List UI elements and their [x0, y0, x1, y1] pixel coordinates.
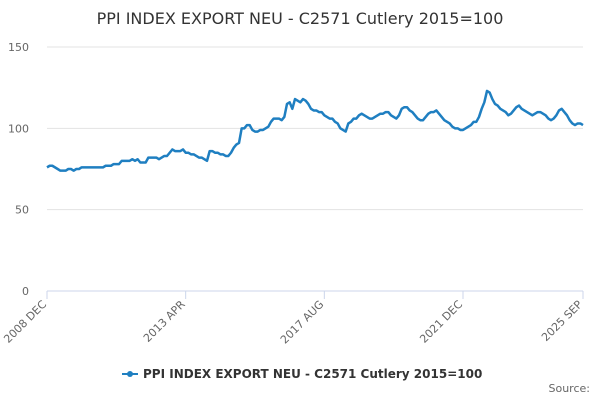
x-tick-label: 2025 SEP: [539, 298, 585, 344]
y-tick-label: 50: [15, 204, 29, 217]
y-tick-label: 100: [8, 122, 29, 135]
chart-title: PPI INDEX EXPORT NEU - C2571 Cutlery 201…: [97, 9, 504, 28]
x-tick-label: 2021 DEC: [417, 298, 465, 346]
y-tick-label: 0: [22, 285, 29, 298]
data-line: [46, 89, 584, 172]
x-tick-label: 2013 APR: [141, 298, 188, 345]
legend-marker: [127, 371, 133, 377]
source: Source:: [549, 382, 591, 395]
x-tick-label: 2017 AUG: [278, 298, 327, 347]
x-tick-label: 2008 DEC: [1, 298, 49, 346]
y-tick-label: 150: [8, 41, 29, 54]
legend-label: PPI INDEX EXPORT NEU - C2571 Cutlery 201…: [143, 367, 482, 381]
